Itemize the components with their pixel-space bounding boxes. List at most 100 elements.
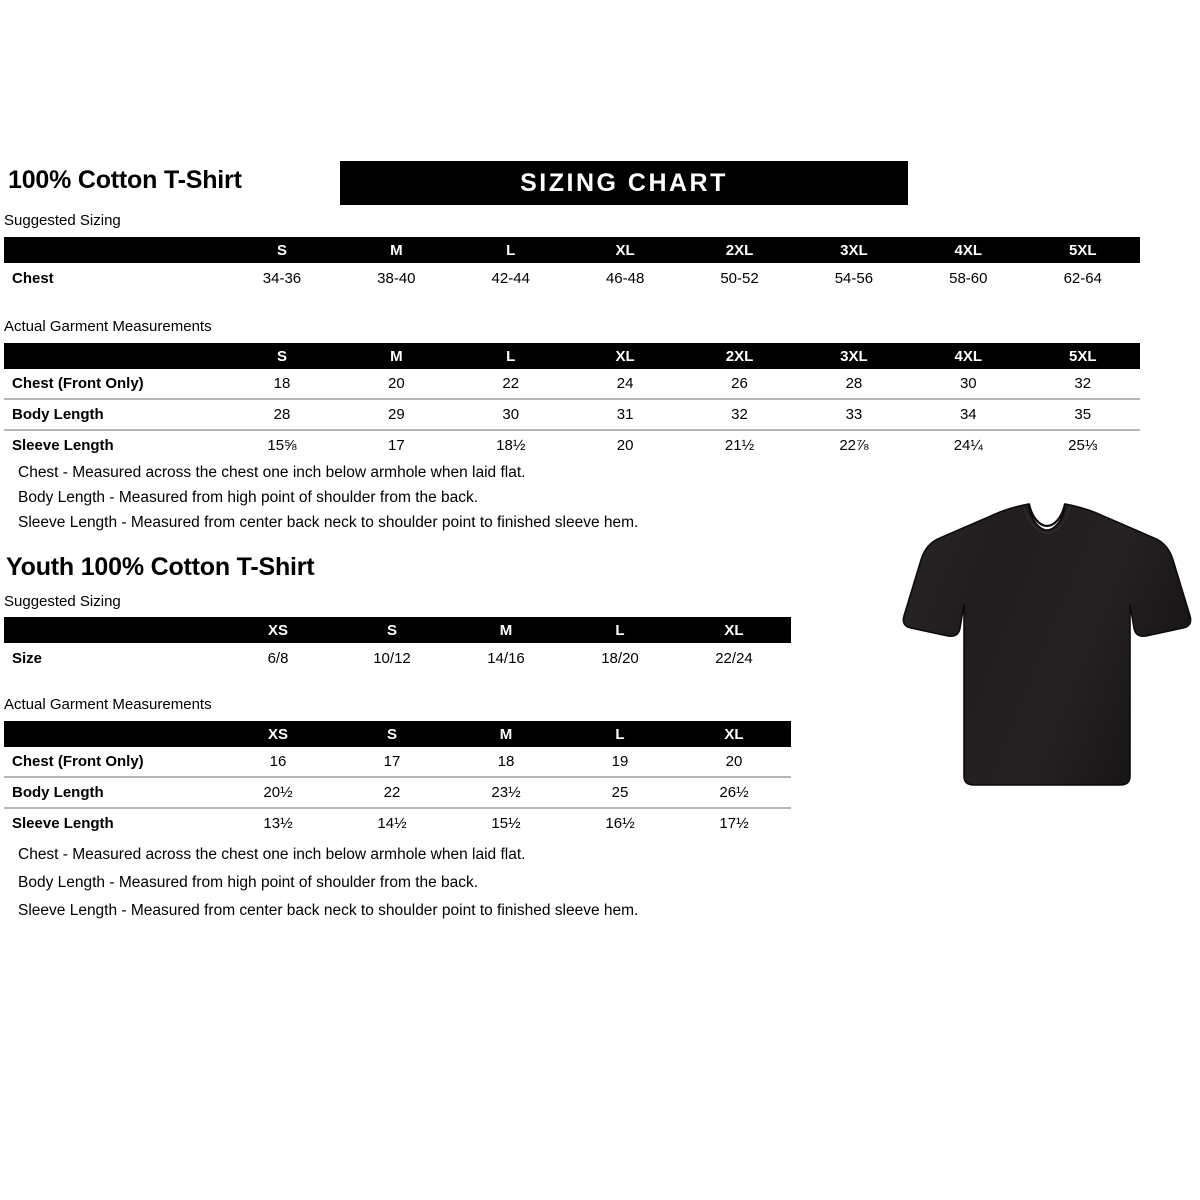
cell-value: 32 bbox=[682, 398, 797, 430]
cell-value: 21½ bbox=[682, 429, 797, 460]
cell-value: 22 bbox=[502, 375, 520, 392]
cell-value: 26½ bbox=[677, 776, 791, 808]
cell-value: 24¼ bbox=[911, 429, 1026, 460]
cell-value: 16½ bbox=[563, 807, 677, 838]
cell-value: 14/16 bbox=[487, 649, 525, 667]
cell-value: 15⅝ bbox=[224, 429, 340, 460]
column-header-label bbox=[4, 343, 225, 369]
cell-value: 23½ bbox=[449, 776, 563, 808]
cell-value: 18½ bbox=[453, 429, 568, 460]
cell-value: 34 bbox=[911, 398, 1026, 430]
column-header-l: L bbox=[453, 237, 568, 263]
cell-value: 14½ bbox=[335, 807, 449, 838]
adult-suggested-sizing-caption: Suggested Sizing bbox=[4, 212, 121, 229]
table-row: Sleeve Length 13½ 14½ 15½ 16½ 17½ bbox=[4, 807, 791, 838]
cell-value: 19 bbox=[611, 753, 629, 770]
sizing-chart-banner-label: SIZING CHART bbox=[520, 168, 728, 197]
cell-value: 17 bbox=[339, 429, 454, 460]
cell-value: 29 bbox=[339, 398, 454, 430]
cell-value: 28 bbox=[224, 398, 340, 430]
cell-value: 26 bbox=[731, 375, 748, 392]
column-header-s: S bbox=[224, 343, 340, 369]
adult-actual-measurements-table: S M L XL 2XL 3XL 4XL 5XL Chest (Front On… bbox=[4, 343, 1140, 460]
cell-value: 15½ bbox=[449, 807, 563, 838]
cell-value: 50-52 bbox=[720, 269, 759, 287]
column-header-xl: XL bbox=[677, 721, 791, 747]
column-header-2xl: 2XL bbox=[682, 237, 797, 263]
cell-value: 17½ bbox=[677, 807, 791, 838]
cell-value: 35 bbox=[1025, 398, 1140, 430]
table-row: Chest 34-36 38-40 42-44 46-48 50-52 54-5… bbox=[4, 263, 1140, 293]
cell-value: 18 bbox=[497, 753, 515, 770]
tshirt-icon bbox=[902, 503, 1192, 786]
cell-value: 17 bbox=[383, 753, 401, 770]
table-header-row: XS S M L XL bbox=[4, 721, 791, 747]
cell-value: 38-40 bbox=[377, 269, 416, 287]
cell-value: 30 bbox=[959, 375, 977, 392]
cell-value: 20 bbox=[725, 753, 743, 770]
cell-value: 25 bbox=[563, 776, 677, 808]
column-header-l: L bbox=[453, 343, 568, 369]
cell-value: 24 bbox=[616, 375, 634, 392]
column-header-label bbox=[4, 237, 225, 263]
cell-value: 22 bbox=[335, 776, 449, 808]
adult-note-sleeve-length: Sleeve Length - Measured from center bac… bbox=[18, 514, 639, 531]
row-label: Body Length bbox=[4, 776, 221, 808]
row-label: Sleeve Length bbox=[4, 807, 221, 838]
cell-value: 25⅓ bbox=[1025, 429, 1140, 460]
column-header-l: L bbox=[563, 721, 677, 747]
table-header-row: XS S M L XL bbox=[4, 617, 791, 643]
cell-value: 16 bbox=[269, 753, 287, 770]
table-header-row: S M L XL 2XL 3XL 4XL 5XL bbox=[4, 343, 1140, 369]
column-header-s: S bbox=[335, 617, 449, 643]
cell-value: 18 bbox=[273, 375, 291, 392]
column-header-xl: XL bbox=[677, 617, 791, 643]
column-header-m: M bbox=[339, 237, 454, 263]
cell-value: 31 bbox=[567, 398, 683, 430]
adult-note-chest: Chest - Measured across the chest one in… bbox=[18, 464, 526, 481]
adult-actual-measurements-caption: Actual Garment Measurements bbox=[4, 318, 212, 335]
youth-note-chest: Chest - Measured across the chest one in… bbox=[18, 846, 526, 863]
row-label: Chest (Front Only) bbox=[12, 375, 144, 392]
table-row: Body Length 28 29 30 31 32 33 34 35 bbox=[4, 398, 1140, 430]
cell-value: 32 bbox=[1074, 375, 1092, 392]
cell-value: 30 bbox=[453, 398, 568, 430]
youth-note-sleeve-length: Sleeve Length - Measured from center bac… bbox=[18, 902, 639, 919]
column-header-xs: XS bbox=[221, 721, 335, 747]
column-header-xl: XL bbox=[567, 237, 683, 263]
youth-actual-measurements-table: XS S M L XL Chest (Front Only) 16 17 18 … bbox=[4, 721, 791, 838]
row-label: Chest (Front Only) bbox=[12, 753, 144, 770]
cell-value: 22⅞ bbox=[796, 429, 912, 460]
adult-note-body-length: Body Length - Measured from high point o… bbox=[18, 489, 479, 506]
cell-value: 58-60 bbox=[949, 269, 988, 287]
table-row: Chest (Front Only) 16 17 18 19 20 bbox=[4, 747, 791, 777]
cell-value: 28 bbox=[845, 375, 863, 392]
row-label: Chest bbox=[12, 269, 54, 287]
table-row: Chest (Front Only) 18 20 22 24 26 28 30 … bbox=[4, 369, 1140, 399]
adult-suggested-sizing-table: S M L XL 2XL 3XL 4XL 5XL Chest 34-36 38-… bbox=[4, 237, 1140, 293]
row-label: Sleeve Length bbox=[4, 429, 225, 460]
cell-value: 6/8 bbox=[267, 649, 289, 667]
table-row: Body Length 20½ 22 23½ 25 26½ bbox=[4, 776, 791, 808]
column-header-m: M bbox=[449, 721, 563, 747]
cell-value: 33 bbox=[796, 398, 912, 430]
cell-value: 46-48 bbox=[605, 269, 645, 287]
column-header-3xl: 3XL bbox=[796, 343, 912, 369]
column-header-l: L bbox=[563, 617, 677, 643]
row-label: Size bbox=[12, 649, 43, 667]
column-header-4xl: 4XL bbox=[911, 237, 1026, 263]
column-header-3xl: 3XL bbox=[796, 237, 912, 263]
column-header-5xl: 5XL bbox=[1025, 343, 1140, 369]
youth-section-title: Youth 100% Cotton T-Shirt bbox=[6, 553, 315, 581]
adult-header-row: 100% Cotton T-Shirt SIZING CHART bbox=[8, 161, 1192, 210]
column-header-s: S bbox=[335, 721, 449, 747]
column-header-s: S bbox=[224, 237, 340, 263]
cell-value: 13½ bbox=[221, 807, 335, 838]
column-header-5xl: 5XL bbox=[1025, 237, 1140, 263]
column-header-2xl: 2XL bbox=[682, 343, 797, 369]
sizing-chart-banner: SIZING CHART bbox=[340, 161, 908, 205]
cell-value: 20 bbox=[388, 375, 405, 392]
youth-actual-measurements-caption: Actual Garment Measurements bbox=[4, 696, 212, 713]
cell-value: 42-44 bbox=[491, 269, 530, 287]
column-header-m: M bbox=[449, 617, 563, 643]
